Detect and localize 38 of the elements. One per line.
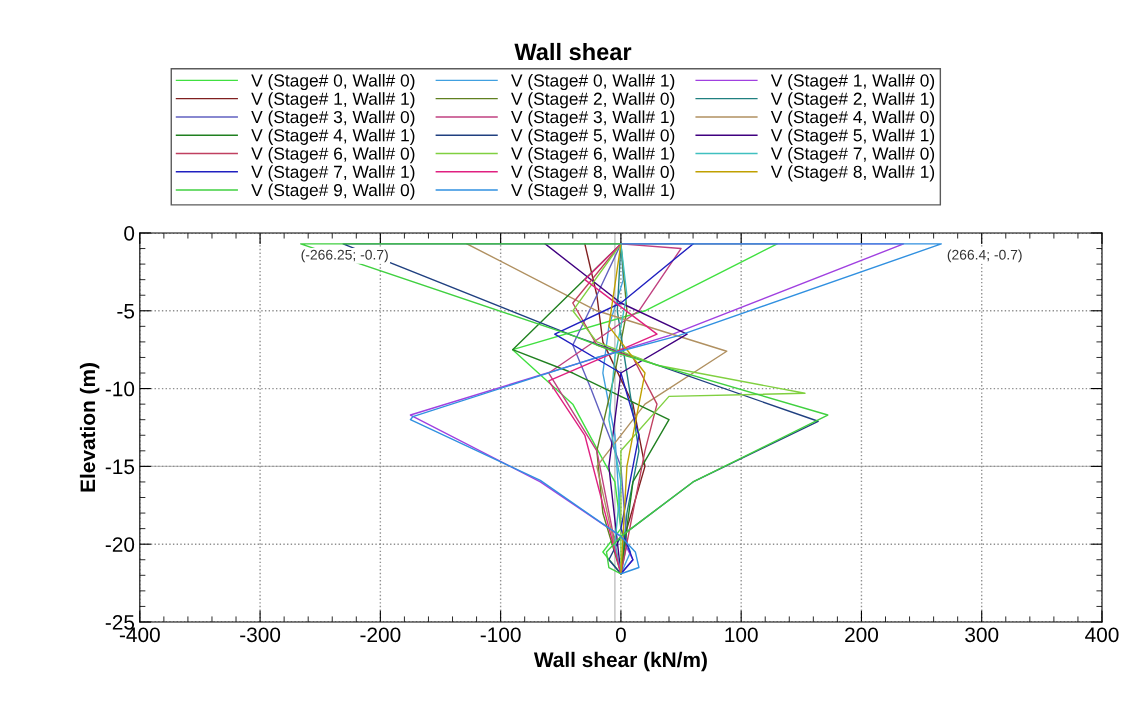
legend-label: V (Stage# 4, Wall# 1)	[251, 128, 415, 145]
y-tick-label: -20	[105, 537, 135, 552]
legend-label: V (Stage# 9, Wall# 0)	[251, 183, 415, 200]
legend-label: V (Stage# 2, Wall# 0)	[511, 92, 675, 109]
legend-label: V (Stage# 3, Wall# 1)	[511, 110, 675, 127]
x-tick-label: -200	[360, 627, 401, 643]
x-tick-label: 300	[965, 627, 999, 643]
x-tick-label: -100	[480, 627, 521, 643]
legend-label: V (Stage# 2, Wall# 1)	[770, 92, 935, 109]
legend-label: V (Stage# 4, Wall# 0)	[770, 110, 935, 127]
legend-label: V (Stage# 0, Wall# 0)	[251, 73, 415, 91]
x-tick-label: -300	[240, 627, 281, 643]
legend-label: V (Stage# 8, Wall# 1)	[770, 165, 935, 182]
x-tick-label: 0	[615, 627, 626, 643]
annotation: (-266.25; -0.7)	[301, 249, 388, 263]
x-tick-label: 400	[1085, 627, 1119, 643]
legend-label: V (Stage# 1, Wall# 1)	[251, 92, 415, 109]
x-tick-label: 100	[725, 627, 758, 643]
legend-label: V (Stage# 3, Wall# 0)	[251, 110, 415, 127]
legend-label: V (Stage# 5, Wall# 1)	[770, 128, 935, 145]
y-tick-label: -5	[117, 304, 135, 319]
legend-label: V (Stage# 7, Wall# 0)	[770, 146, 935, 164]
legend-label: V (Stage# 0, Wall# 1)	[511, 73, 675, 91]
legend-label: V (Stage# 6, Wall# 1)	[511, 146, 675, 164]
annotation: (266.4; -0.7)	[947, 249, 1022, 263]
x-tick-label: 200	[845, 627, 879, 643]
chart-title: Wall shear	[514, 42, 632, 61]
legend-label: V (Stage# 5, Wall# 0)	[511, 128, 675, 145]
legend-label: V (Stage# 8, Wall# 0)	[511, 165, 675, 182]
legend-label: V (Stage# 9, Wall# 1)	[511, 183, 675, 200]
y-tick-label: 0	[124, 225, 135, 241]
y-axis-title: Elevation (m)	[79, 363, 100, 492]
legend-label: V (Stage# 6, Wall# 0)	[251, 146, 415, 164]
x-axis-title: Wall shear (kN/m)	[533, 651, 707, 672]
legend-label: V (Stage# 1, Wall# 0)	[770, 73, 935, 91]
y-tick-label: -15	[105, 459, 135, 475]
y-tick-label: -10	[105, 381, 135, 397]
legend-label: V (Stage# 7, Wall# 1)	[251, 165, 415, 182]
